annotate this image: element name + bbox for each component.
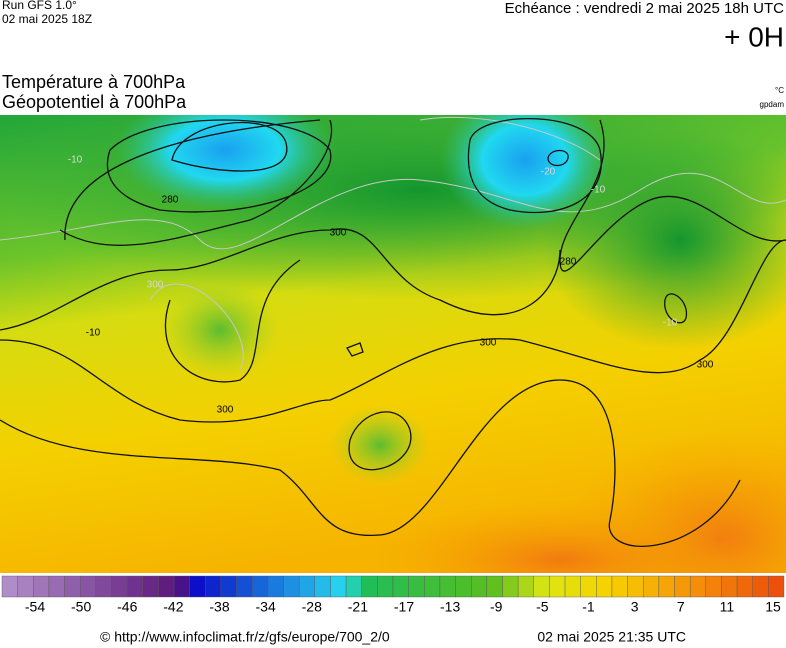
contour-label: 300 bbox=[147, 280, 164, 291]
contour-label: 300 bbox=[217, 405, 234, 416]
colorbar-swatch bbox=[48, 575, 65, 598]
run: Run GFS 1.0° bbox=[2, 0, 77, 12]
colorbar-swatch bbox=[705, 575, 722, 598]
run-date: 02 mai 2025 18Z bbox=[2, 12, 92, 26]
colorbar-swatch bbox=[79, 575, 97, 598]
colorbar-swatch bbox=[424, 575, 441, 598]
contour-label: 280 bbox=[162, 195, 179, 206]
colorbar-label: -38 bbox=[209, 599, 229, 615]
colorbar-swatch bbox=[439, 575, 456, 598]
colorbar-label: 11 bbox=[720, 599, 735, 615]
colorbar-swatch bbox=[205, 575, 222, 598]
colorbar-swatch bbox=[392, 575, 409, 598]
colorbar-swatch bbox=[17, 575, 34, 598]
colorbar-label: 3 bbox=[631, 599, 639, 615]
source-url: © http://www.infoclimat.fr/z/gfs/europe/… bbox=[100, 629, 390, 645]
colorbar-label: -28 bbox=[302, 599, 322, 615]
colorbar-swatch bbox=[126, 575, 143, 598]
colorbar-swatch bbox=[345, 575, 362, 598]
colorbar-swatch bbox=[627, 575, 644, 598]
colorbar-swatch bbox=[189, 575, 206, 598]
colorbar-label: -5 bbox=[536, 599, 549, 615]
colorbar-swatch bbox=[736, 575, 753, 598]
colorbar-swatch bbox=[408, 575, 425, 598]
title-temperature: Température à 700hPa bbox=[2, 72, 186, 92]
unit-temperature: °C bbox=[775, 86, 784, 95]
map bbox=[0, 115, 786, 573]
colorbar-swatch bbox=[564, 575, 581, 598]
contour-label: -10 bbox=[86, 328, 101, 339]
colorbar-swatch bbox=[1, 575, 18, 598]
colorbar-swatch bbox=[111, 575, 128, 598]
colorbar-label: -21 bbox=[348, 599, 368, 615]
colorbar: -54 -50 -46 -42 -38 -34 -28 -21 -17 -13 -9 -5 -1 3 7 11… bbox=[1, 575, 785, 615]
colorbar-swatch bbox=[549, 575, 566, 598]
colorbar-swatch bbox=[236, 575, 253, 598]
contour-label: 300 bbox=[330, 228, 347, 239]
colorbar-label: -17 bbox=[394, 599, 414, 615]
contour-label: -20 bbox=[541, 167, 556, 178]
colorbar-swatch bbox=[142, 575, 159, 598]
title-geopotential: Géopotentiel à 700hPa bbox=[2, 92, 187, 112]
contour-label: -10 bbox=[663, 318, 678, 329]
colorbar-swatch bbox=[486, 575, 503, 598]
colorbar-swatch bbox=[314, 575, 331, 598]
colorbar-swatch bbox=[533, 575, 550, 598]
colorbar-swatch bbox=[361, 575, 378, 598]
colorbar-swatch bbox=[611, 575, 628, 598]
unit-geopotential: gpdam bbox=[760, 100, 785, 109]
generated-time: 02 mai 2025 21:35 UTC bbox=[537, 629, 686, 645]
colorbar-label: -50 bbox=[71, 599, 91, 615]
colorbar-swatch bbox=[471, 575, 488, 598]
contour-label: -10 bbox=[591, 185, 606, 196]
colorbar-swatch bbox=[267, 575, 284, 598]
colorbar-label: -42 bbox=[163, 599, 183, 615]
colorbar-label: -13 bbox=[440, 599, 460, 615]
colorbar-swatch bbox=[64, 575, 81, 598]
colorbar-swatch bbox=[658, 575, 675, 598]
colorbar-swatch bbox=[455, 575, 472, 598]
colorbar-label: -9 bbox=[490, 599, 503, 615]
colorbar-swatch bbox=[330, 575, 347, 598]
contour-label: 300 bbox=[697, 360, 714, 371]
colorbar-swatch bbox=[752, 575, 769, 598]
colorbar-label: -46 bbox=[117, 599, 137, 615]
colorbar-swatch bbox=[283, 575, 300, 598]
valid-time: Echéance : vendredi 2 mai 2025 18h UTC bbox=[505, 0, 784, 17]
contour-labels: -10 280 300 -10 300 300 300 -20 -10 280 -10 300 bbox=[68, 155, 714, 416]
colorbar-label: -34 bbox=[256, 599, 276, 615]
colorbar-swatch bbox=[643, 575, 660, 598]
colorbar-swatch bbox=[517, 575, 534, 598]
colorbar-swatch bbox=[220, 575, 237, 598]
colorbar-swatch bbox=[689, 575, 706, 598]
colorbar-label: 15 bbox=[765, 599, 781, 615]
colorbar-swatch bbox=[95, 575, 112, 598]
colorbar-swatch bbox=[674, 575, 691, 598]
contour-label: 300 bbox=[480, 338, 497, 349]
contour-label: -10 bbox=[68, 155, 83, 166]
lead-time: + 0H bbox=[724, 21, 784, 52]
colorbar-swatch bbox=[768, 575, 785, 598]
colorbar-swatch bbox=[502, 575, 519, 598]
contour-label: 280 bbox=[560, 257, 577, 268]
colorbar-swatch bbox=[298, 575, 316, 598]
colorbar-swatch bbox=[158, 575, 175, 598]
colorbar-swatch bbox=[173, 575, 190, 598]
colorbar-swatch bbox=[721, 575, 738, 598]
colorbar-swatch bbox=[580, 575, 597, 598]
colorbar-label: -54 bbox=[25, 599, 45, 615]
colorbar-swatch bbox=[33, 575, 50, 598]
colorbar-swatch bbox=[377, 575, 394, 598]
colorbar-swatch bbox=[252, 575, 269, 598]
colorbar-swatch bbox=[596, 575, 613, 598]
colorbar-label: 7 bbox=[677, 599, 685, 615]
colorbar-label: -1 bbox=[582, 599, 595, 615]
